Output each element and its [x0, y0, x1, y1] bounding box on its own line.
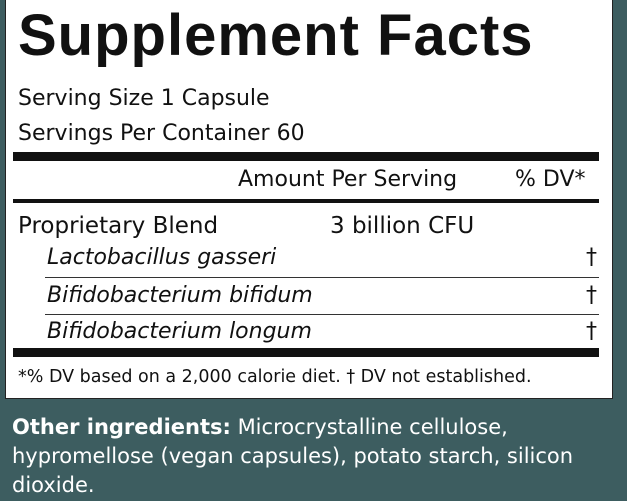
ingredient: Bifidobacterium bifidum — [47, 283, 313, 308]
rule — [13, 348, 599, 357]
blend-amount: 3 billion CFU — [330, 213, 475, 239]
footnote: *% DV based on a 2,000 calorie diet. † D… — [18, 367, 532, 387]
rule — [45, 314, 599, 315]
column-header: % DV* — [515, 167, 586, 192]
ingredient: Bifidobacterium longum — [47, 319, 312, 344]
other-ingredients: Other ingredients: Microcrystalline cell… — [12, 415, 508, 439]
serving-size: Serving Size 1 Capsule — [18, 86, 270, 111]
column-header: Amount Per Serving — [238, 167, 458, 192]
dv: † — [586, 245, 597, 270]
dv: † — [586, 319, 597, 344]
title: Supplement Facts — [18, 3, 534, 68]
other-text: hypromellose (vegan capsules), potato st… — [12, 444, 574, 468]
dv: † — [586, 283, 597, 308]
other-text: dioxide. — [12, 473, 95, 497]
rule — [13, 199, 599, 203]
blend-name: Proprietary Blend — [18, 213, 219, 239]
other-label: Other ingredients: — [12, 415, 231, 439]
servings-per-container: Servings Per Container 60 — [18, 121, 305, 146]
other-text: Microcrystalline cellulose, — [230, 415, 508, 439]
rule — [45, 277, 599, 278]
rule — [13, 152, 599, 161]
ingredient: Lactobacillus gasseri — [47, 245, 277, 270]
